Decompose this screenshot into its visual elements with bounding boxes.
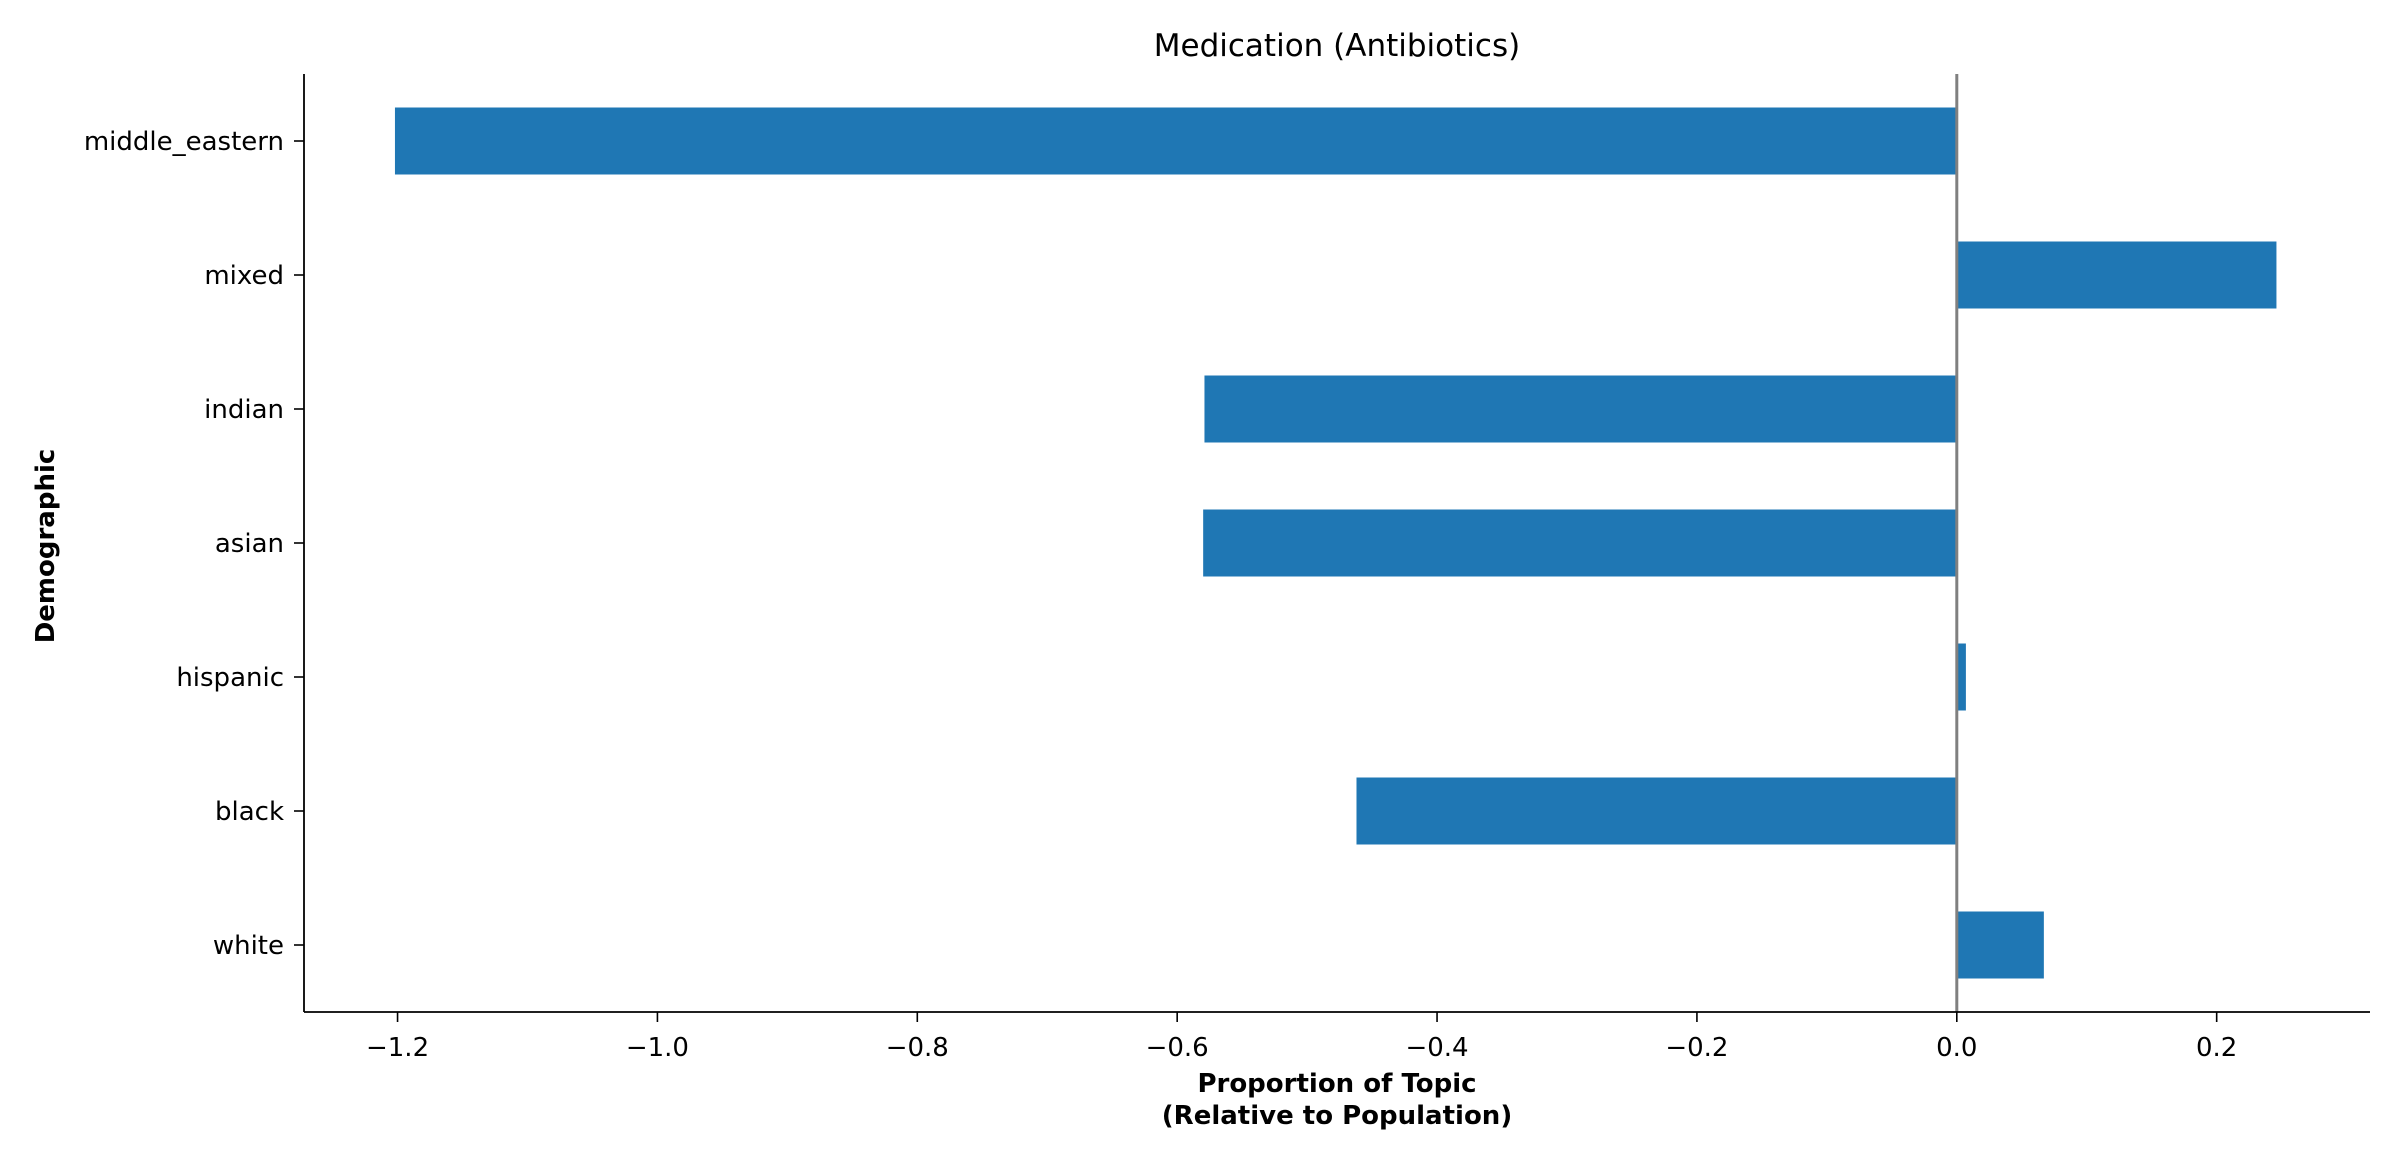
y-tick-label: asian (215, 529, 284, 559)
x-tick-label: −0.8 (886, 1033, 949, 1063)
bar-hispanic (1956, 643, 1966, 711)
bar-white (1956, 911, 2044, 979)
bar-asian (1203, 509, 1957, 577)
x-axis-label-line-1: Proportion of Topic (1197, 1069, 1476, 1099)
y-tick-label: white (213, 931, 284, 961)
x-tick-label: −1.2 (366, 1033, 429, 1063)
x-tick-label: −0.6 (1146, 1033, 1209, 1063)
bar-middle-eastern (394, 107, 1957, 175)
bar-black (1356, 777, 1957, 845)
bars-layer (394, 107, 2277, 979)
bar-mixed (1956, 241, 2277, 309)
y-tick-label: middle_eastern (84, 127, 284, 157)
ticks-layer: white black hispanic asian indian mixed middle… (84, 127, 2238, 1063)
x-tick-label: −1.0 (626, 1033, 689, 1063)
x-tick-label: 0.2 (2196, 1033, 2237, 1063)
y-tick-label: indian (204, 395, 284, 425)
y-axis-label: Demographic (31, 449, 61, 644)
x-axis-label-line-2: (Relative to Population) (1162, 1101, 1512, 1131)
y-tick-label: hispanic (176, 663, 284, 693)
y-tick-label: black (215, 797, 284, 827)
x-tick-label: −0.2 (1665, 1033, 1728, 1063)
x-tick-label: −0.4 (1405, 1033, 1468, 1063)
chart-title: Medication (Antibiotics) (1154, 28, 1520, 64)
bar-indian (1204, 375, 1957, 443)
y-tick-label: mixed (204, 261, 284, 291)
x-tick-label: 0.0 (1936, 1033, 1977, 1063)
